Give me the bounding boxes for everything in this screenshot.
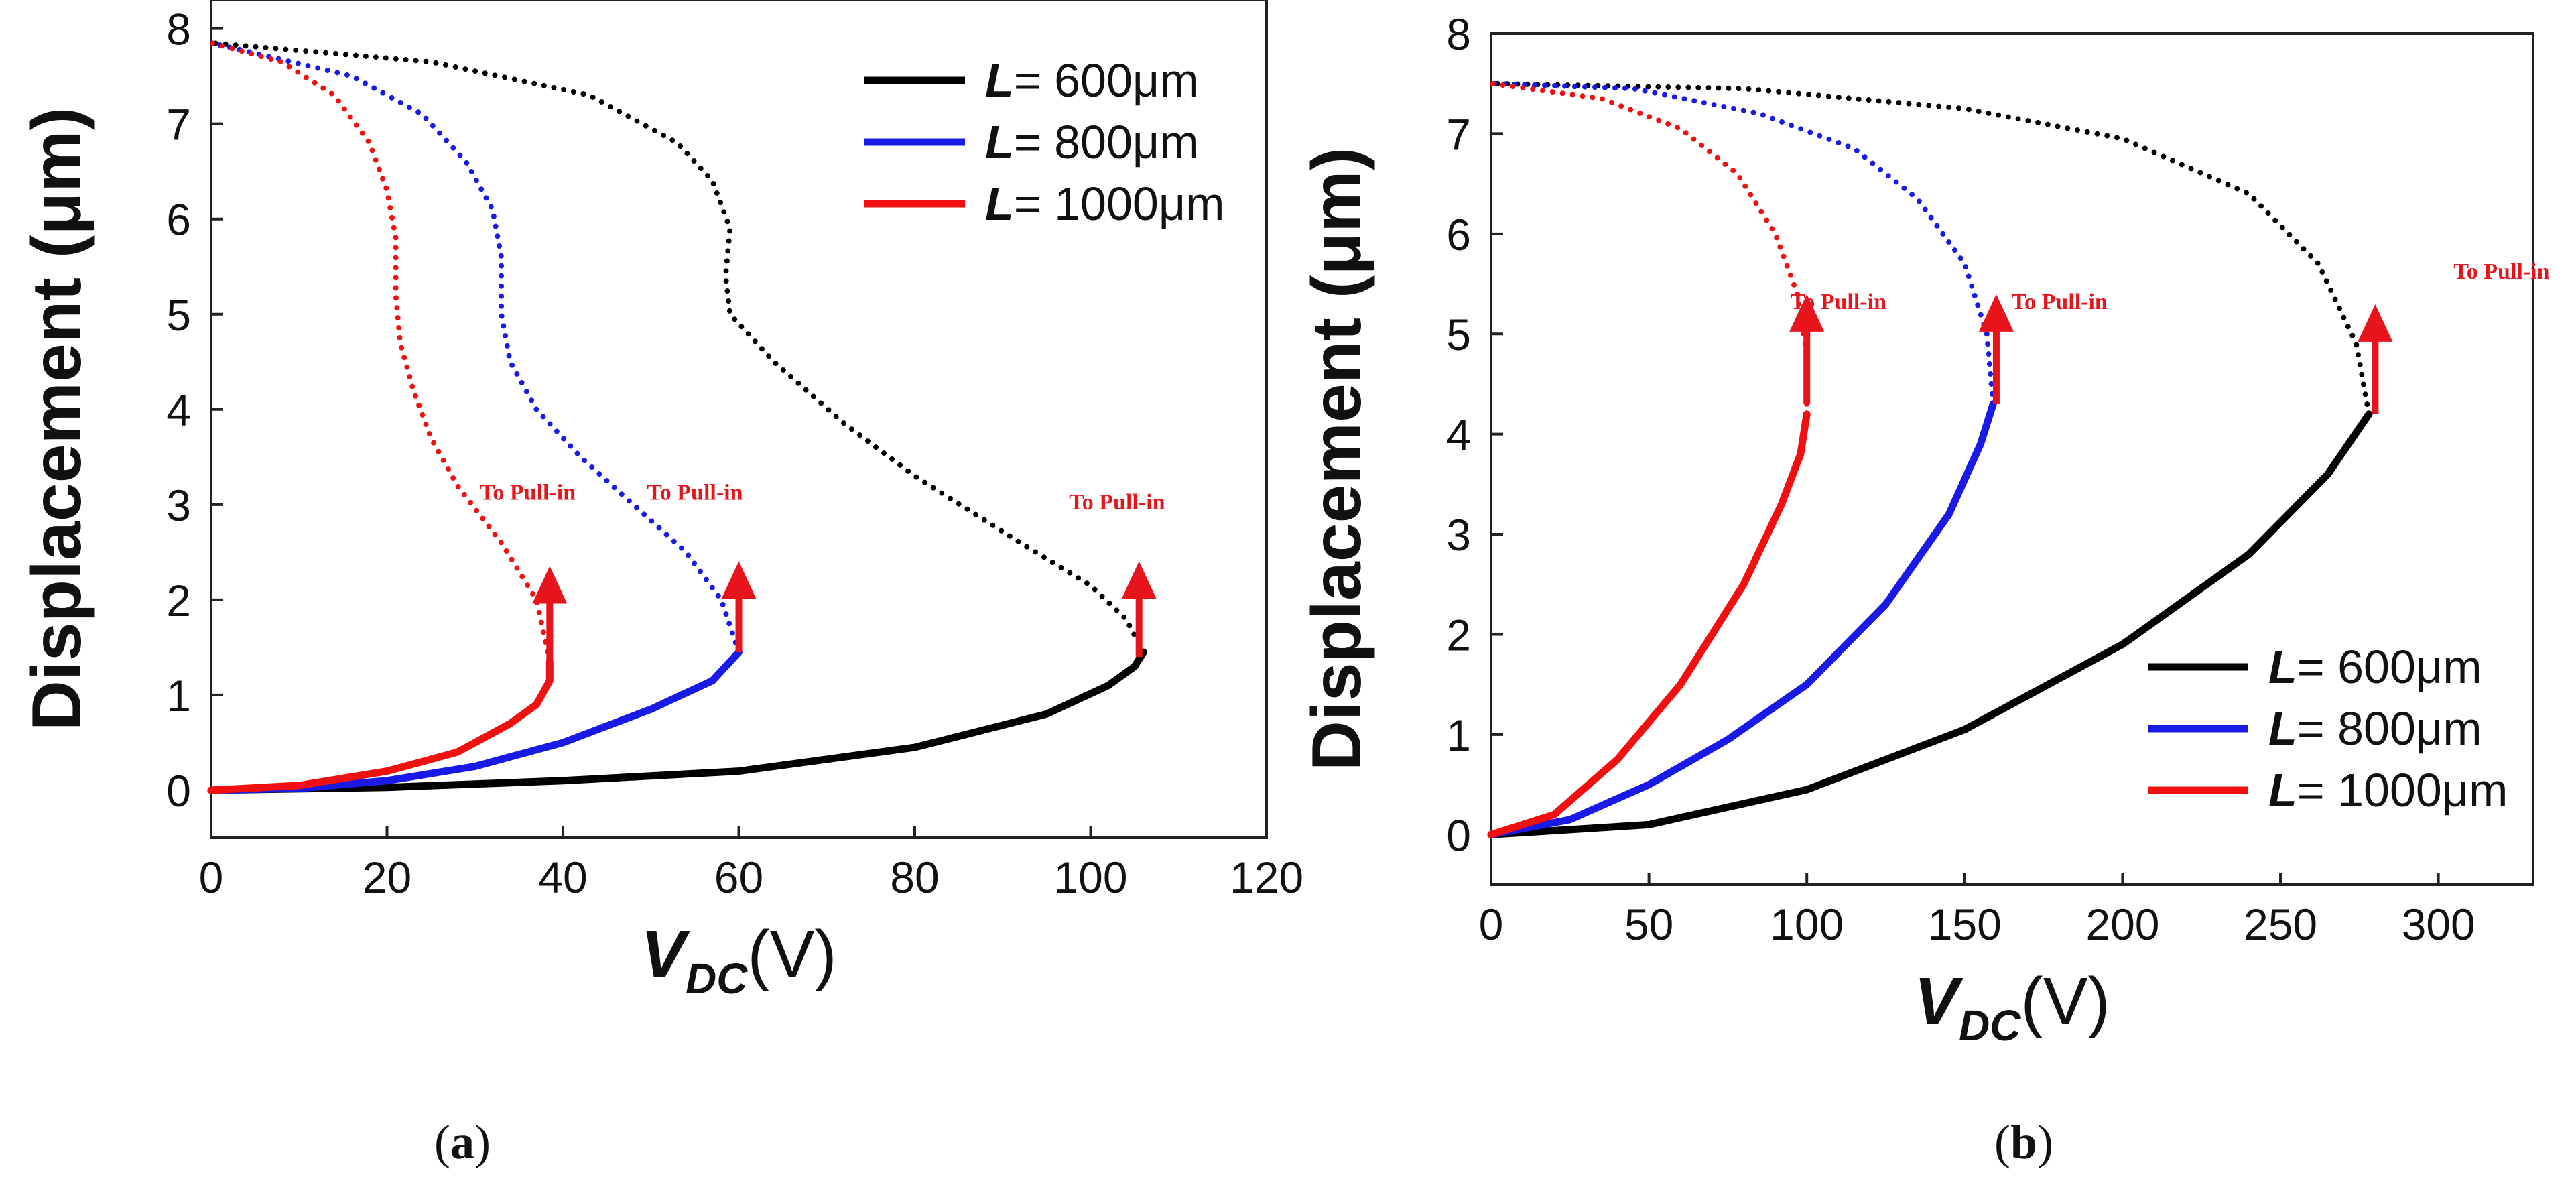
y-axis: 0 1 2 3 4 5 6 7 8	[1446, 9, 1503, 860]
series-2	[1487, 80, 1997, 838]
pull-in-label: To Pull-in	[647, 481, 743, 505]
x-tick-label: 250	[2244, 899, 2317, 949]
y-tick-label: 7	[1446, 109, 1471, 159]
pull-in-label: To Pull-in	[2453, 259, 2549, 284]
x-tick-label: 50	[1624, 899, 1673, 949]
series-line-unstable	[1488, 80, 2372, 417]
y-tick-label: 4	[1446, 410, 1471, 460]
legend-label: L= 1000μm	[2268, 764, 2508, 816]
x-tick-label: 0	[199, 853, 224, 902]
y-tick-label: 7	[166, 100, 191, 149]
chart-panel-b: 0 50 100 150 200 250 300 0 1 2 3 4 5 6 7 8 VDC(V) Displac…	[1298, 9, 2550, 1050]
pull-in-annotation: To Pull-in	[1069, 490, 1165, 658]
series-1	[1487, 80, 2373, 838]
x-tick-label: 200	[2085, 899, 2159, 949]
legend: L= 600μm L= 800μm L= 1000μm	[2148, 641, 2508, 816]
series-line-unstable	[1488, 80, 1996, 407]
series-line-unstable	[1488, 80, 1810, 417]
y-tick-label: 8	[1446, 9, 1471, 59]
y-tick-label: 0	[1446, 810, 1471, 860]
x-tick-label: 150	[1928, 899, 2002, 949]
x-tick-label: 60	[714, 853, 763, 902]
x-axis-title: VDC(V)	[641, 917, 836, 1003]
y-tick-label: 6	[166, 195, 191, 245]
pull-in-annotation: To Pull-in	[2358, 259, 2550, 414]
legend: L= 600μm L= 800μm L= 1000μm	[864, 54, 1224, 230]
pull-in-arrow-head	[1121, 561, 1157, 599]
x-tick-label: 0	[1479, 899, 1504, 949]
x-tick-label: 40	[538, 853, 587, 902]
y-tick-label: 6	[1446, 210, 1471, 259]
pull-in-annotation: To Pull-in	[647, 481, 757, 653]
x-tick-label: 300	[2402, 899, 2475, 949]
series-line-unstable	[208, 40, 1147, 655]
pull-in-arrow-head	[1978, 294, 2014, 332]
y-tick-label: 2	[1446, 610, 1471, 660]
series-2	[207, 40, 743, 794]
pull-in-annotation: To Pull-in	[480, 481, 576, 681]
pull-in-label: To Pull-in	[1791, 290, 1886, 314]
series-line-stable	[207, 648, 743, 794]
pull-in-arrow-head	[1789, 294, 1825, 332]
x-axis-title: VDC(V)	[1914, 964, 2110, 1050]
x-tick-label: 20	[363, 853, 411, 902]
y-tick-label: 1	[1446, 710, 1471, 760]
y-tick-label: 1	[166, 671, 191, 721]
y-tick-label: 2	[166, 576, 191, 625]
pull-in-arrow-head	[532, 566, 568, 604]
pull-in-label: To Pull-in	[480, 481, 576, 505]
y-tick-label: 5	[1446, 310, 1471, 359]
x-tick-label: 100	[1053, 853, 1127, 902]
y-axis: 0 1 2 3 4 5 6 7 8	[166, 5, 223, 816]
pull-in-arrow-head	[2358, 304, 2393, 342]
legend-label: L= 800μm	[985, 116, 1199, 168]
series-line-unstable	[208, 40, 742, 655]
pull-in-annotation: To Pull-in	[1978, 290, 2108, 404]
y-tick-label: 0	[166, 766, 191, 816]
y-axis-title: Displacement (μm)	[18, 107, 96, 731]
series-line-stable	[207, 648, 1147, 794]
series-line-stable	[207, 658, 554, 794]
panel-label-a: (a)	[434, 1115, 491, 1169]
pull-in-label: To Pull-in	[1069, 490, 1165, 515]
chart-panel-a: 0 20 40 60 80 100 120 0 1 2 3 4 5 6 7 8 VDC(V) Displaceme…	[18, 0, 1303, 1003]
x-tick-label: 120	[1230, 853, 1303, 902]
plot-frame	[1490, 32, 2534, 886]
pull-in-label: To Pull-in	[2012, 290, 2108, 314]
series-line-stable	[1487, 400, 1997, 838]
series-line-unstable	[208, 40, 553, 665]
series-3	[207, 40, 554, 794]
x-axis: 0 20 40 60 80 100 120	[199, 826, 1303, 902]
x-axis: 0 50 100 150 200 250 300	[1479, 873, 2475, 949]
legend-label: L= 1000μm	[985, 178, 1224, 230]
panel-label-b: (b)	[1994, 1115, 2053, 1169]
y-tick-label: 8	[166, 5, 191, 54]
x-tick-label: 80	[890, 853, 939, 902]
y-tick-label: 4	[166, 385, 191, 435]
y-tick-label: 3	[1446, 510, 1471, 560]
y-tick-label: 5	[166, 290, 191, 340]
series-line-stable	[1487, 410, 1811, 838]
legend-label: L= 600μm	[985, 54, 1199, 107]
pull-in-annotation: To Pull-in	[1789, 290, 1886, 404]
y-axis-title: Displacement (μm)	[1298, 147, 1376, 771]
series-line-stable	[1487, 410, 2373, 838]
y-tick-label: 3	[166, 481, 191, 530]
x-tick-label: 100	[1770, 899, 1844, 949]
legend-label: L= 800μm	[2268, 702, 2482, 755]
series-1	[207, 40, 1147, 794]
legend-label: L= 600μm	[2268, 641, 2482, 693]
pull-in-arrow-head	[721, 561, 757, 599]
